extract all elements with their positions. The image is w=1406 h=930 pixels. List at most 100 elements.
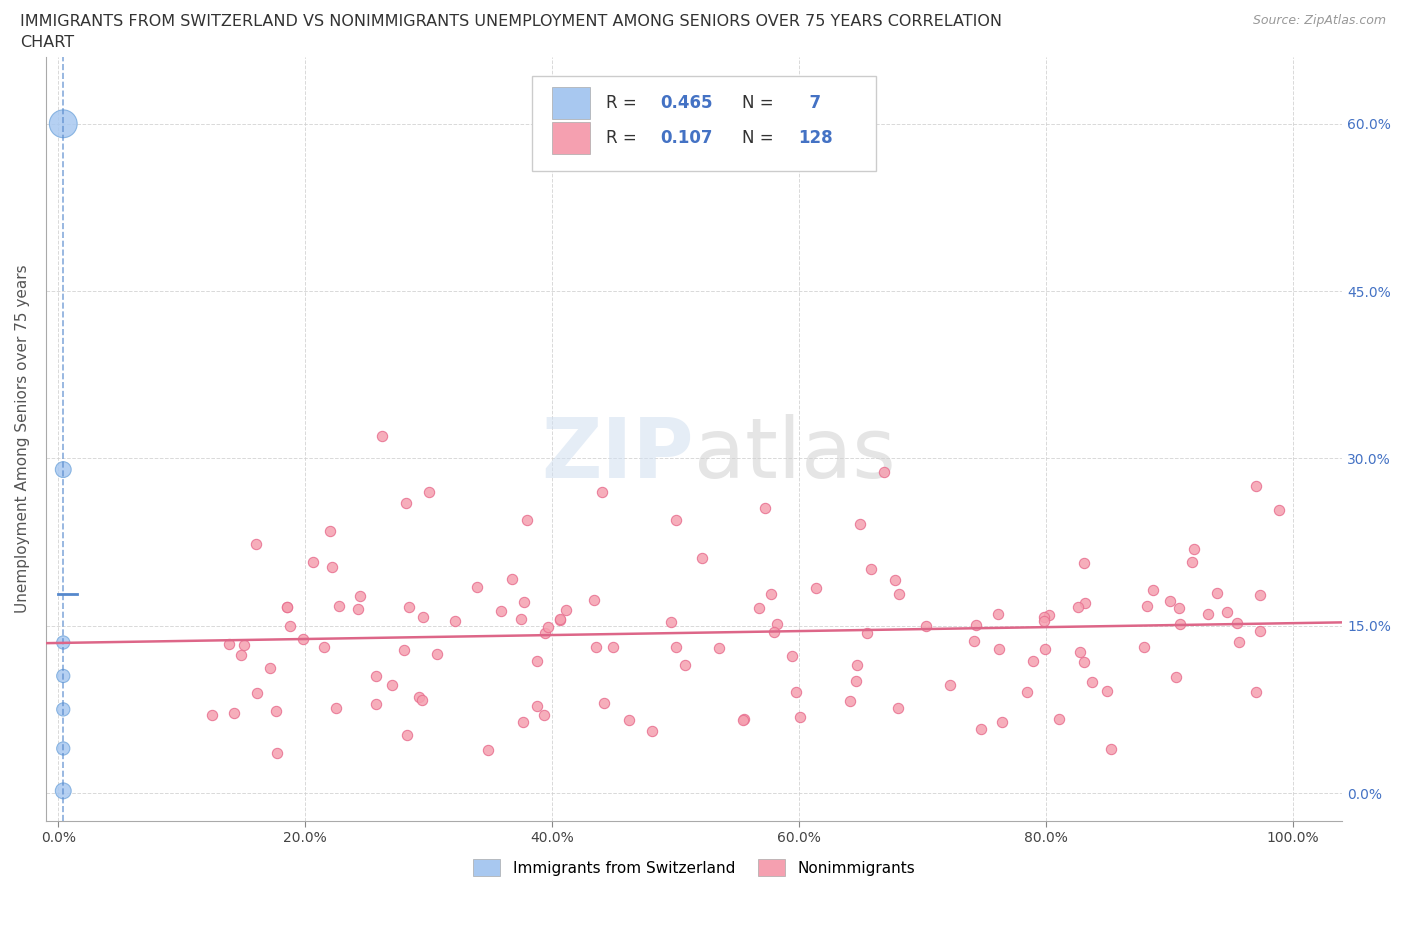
Legend: Immigrants from Switzerland, Nonimmigrants: Immigrants from Switzerland, Nonimmigran… (467, 853, 921, 883)
Point (1136, 598, 1159, 613)
Point (396, 727, 419, 742)
Point (395, 496, 418, 511)
Point (1168, 617, 1191, 631)
FancyBboxPatch shape (551, 122, 591, 153)
Point (264, 703, 287, 718)
Point (398, 600, 420, 615)
Text: 7: 7 (797, 94, 821, 112)
Point (806, 581, 828, 596)
Point (1182, 541, 1205, 556)
Point (845, 658, 868, 672)
Point (526, 654, 548, 669)
Point (512, 714, 534, 729)
Point (1249, 624, 1271, 639)
Point (1249, 588, 1271, 603)
Point (785, 684, 807, 699)
Text: R =: R = (606, 129, 643, 147)
Point (1033, 613, 1056, 628)
Point (1038, 608, 1060, 623)
Point (1159, 593, 1181, 608)
Point (665, 512, 688, 527)
Point (301, 554, 323, 569)
Point (291, 631, 314, 646)
Point (845, 674, 868, 689)
Point (526, 698, 548, 713)
Point (1133, 639, 1156, 654)
Text: ZIP: ZIP (541, 414, 695, 495)
FancyBboxPatch shape (531, 76, 876, 171)
Point (690, 551, 713, 565)
Point (533, 708, 555, 723)
Point (860, 562, 883, 577)
Point (1073, 555, 1095, 570)
Point (392, 643, 415, 658)
Point (266, 746, 288, 761)
Point (411, 692, 433, 707)
Text: Source: ZipAtlas.com: Source: ZipAtlas.com (1253, 14, 1386, 27)
Point (583, 592, 606, 607)
Point (709, 641, 731, 656)
Point (782, 649, 804, 664)
Point (1067, 600, 1090, 615)
Point (52, 702, 75, 717)
Point (939, 677, 962, 692)
Point (537, 620, 560, 635)
Point (516, 512, 538, 527)
Point (52, 462, 75, 477)
Text: 128: 128 (797, 129, 832, 147)
Point (218, 636, 240, 651)
Point (1205, 586, 1227, 601)
Point (513, 594, 536, 609)
Point (673, 658, 696, 672)
Point (965, 618, 987, 632)
Point (444, 613, 467, 628)
Text: R =: R = (606, 94, 643, 112)
Point (602, 640, 624, 655)
Point (321, 560, 343, 575)
Text: CHART: CHART (20, 35, 73, 50)
Point (491, 603, 513, 618)
Point (1073, 596, 1095, 611)
Point (883, 572, 905, 587)
Point (229, 648, 252, 663)
Point (1267, 502, 1289, 517)
Point (347, 602, 370, 617)
Point (585, 640, 607, 655)
Point (593, 696, 616, 711)
Y-axis label: Unemployment Among Seniors over 75 years: Unemployment Among Seniors over 75 years (15, 265, 30, 613)
Point (665, 640, 688, 655)
Point (1166, 670, 1188, 684)
Point (259, 660, 281, 675)
Point (887, 587, 910, 602)
Point (659, 615, 682, 630)
Text: 0.465: 0.465 (661, 94, 713, 112)
Point (1099, 742, 1122, 757)
Point (534, 626, 557, 641)
Text: IMMIGRANTS FROM SWITZERLAND VS NONIMMIGRANTS UNEMPLOYMENT AMONG SENIORS OVER 75 : IMMIGRANTS FROM SWITZERLAND VS NONIMMIGR… (20, 14, 1001, 29)
Point (1073, 655, 1095, 670)
Point (617, 712, 640, 727)
Point (789, 710, 811, 724)
Point (278, 618, 301, 633)
Point (761, 587, 783, 602)
Point (245, 537, 267, 551)
Point (325, 700, 347, 715)
Point (222, 706, 245, 721)
Point (1142, 583, 1164, 598)
FancyBboxPatch shape (551, 86, 591, 119)
Point (364, 697, 387, 711)
Point (52, 669, 75, 684)
Point (731, 712, 754, 727)
Point (364, 669, 387, 684)
Point (1244, 684, 1267, 699)
Text: N =: N = (742, 129, 779, 147)
Point (970, 721, 993, 736)
Point (370, 429, 392, 444)
Point (477, 742, 499, 757)
Point (855, 626, 877, 641)
Point (887, 701, 910, 716)
Point (246, 685, 269, 700)
Point (990, 714, 1012, 729)
Point (1227, 634, 1250, 649)
Point (548, 612, 571, 627)
